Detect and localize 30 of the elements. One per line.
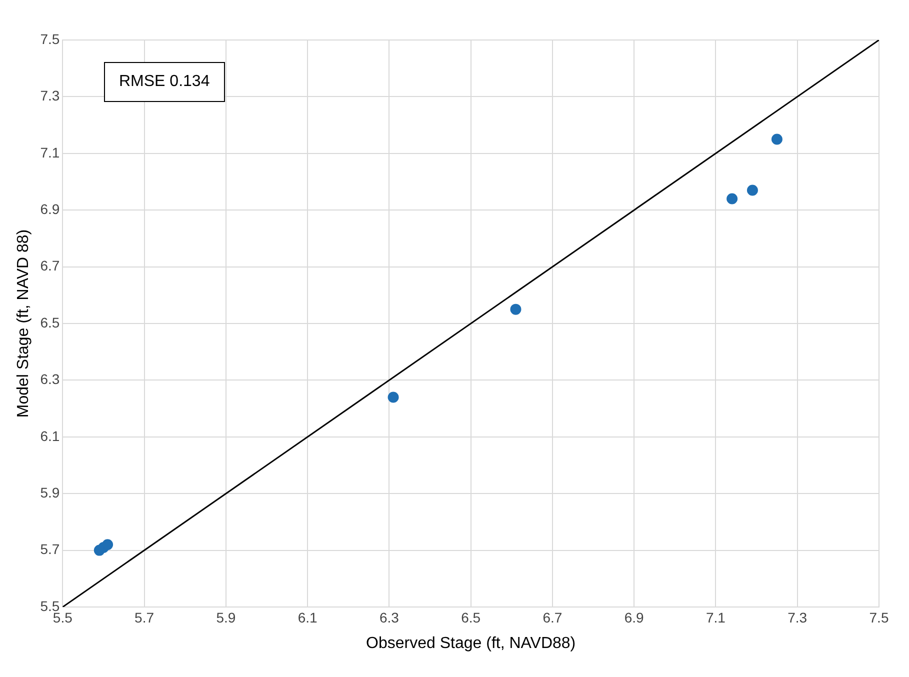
y-tick-label: 7.3 bbox=[40, 88, 60, 104]
point bbox=[726, 193, 738, 204]
x-tick-label: 6.3 bbox=[379, 609, 400, 626]
y-tick-label: 6.7 bbox=[40, 258, 60, 274]
y-axis-title: Model Stage (ft, NAVD 88) bbox=[15, 229, 32, 418]
y-tick-label: 6.1 bbox=[40, 428, 60, 444]
y-tick-label: 6.3 bbox=[40, 371, 60, 388]
x-tick-label: 7.3 bbox=[788, 609, 808, 626]
annotation: RMSE 0.134 bbox=[104, 62, 225, 102]
y-tick-label: 6.9 bbox=[40, 200, 60, 217]
x-tick-label: 6.9 bbox=[624, 609, 644, 626]
x-tick-label: 6.1 bbox=[298, 609, 318, 626]
y-tick-label: 6.5 bbox=[40, 314, 60, 330]
x-tick-label: 7.1 bbox=[706, 609, 726, 626]
point bbox=[102, 539, 114, 550]
y-tick-label: 7.5 bbox=[40, 30, 60, 47]
x-tick-label: 6.5 bbox=[461, 609, 481, 626]
x-tick-label: 6.7 bbox=[542, 609, 562, 626]
point bbox=[388, 392, 399, 403]
x-tick-label: 7.5 bbox=[869, 609, 889, 626]
y-tick-label: 5.9 bbox=[40, 484, 60, 500]
x-tick-label: 5.7 bbox=[134, 609, 154, 626]
y-tick-label: 5.7 bbox=[40, 541, 60, 558]
point bbox=[746, 184, 758, 196]
x-axis-title: Observed Stage (ft, NAVD88) bbox=[366, 634, 576, 652]
point bbox=[510, 304, 522, 315]
y-tick-label: 5.5 bbox=[40, 598, 60, 614]
point bbox=[771, 134, 782, 145]
x-tick-label: 5.9 bbox=[216, 609, 236, 626]
y-tick-label: 7.1 bbox=[40, 144, 60, 160]
